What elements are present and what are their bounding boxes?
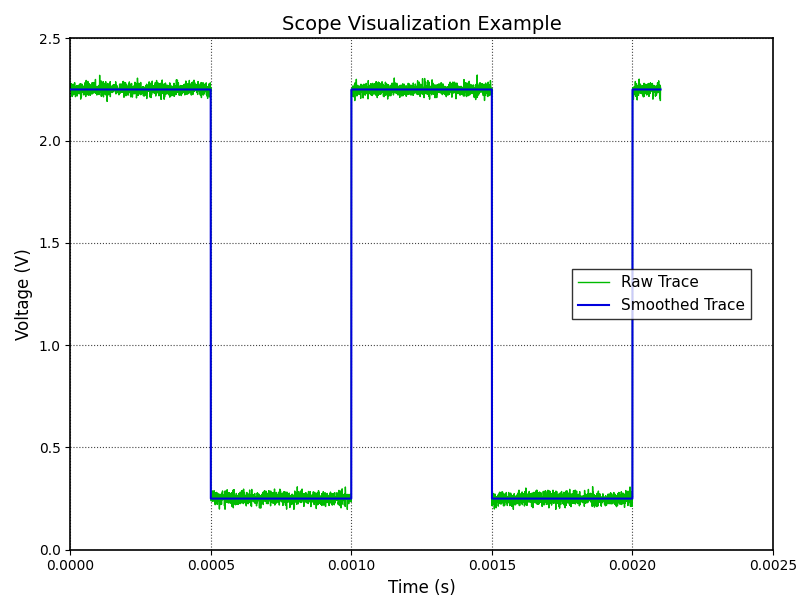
Smoothed Trace [128,86,138,93]
Legend: Raw Trace, Smoothed Trace: Raw Trace, Smoothed Trace [572,269,750,319]
Raw Trace [597,497,607,504]
Raw Trace [444,82,454,89]
Smoothed Trace [66,86,75,93]
X-axis label: Time (s): Time (s) [388,579,455,597]
Y-axis label: Voltage (V): Voltage (V) [15,248,33,340]
Raw Trace [66,84,75,91]
Raw Trace [654,84,664,91]
Smoothed Trace [318,495,328,502]
Smoothed Trace [597,495,607,502]
Raw Trace [128,90,138,97]
Raw Trace [294,498,304,505]
Line: Smoothed Trace: Smoothed Trace [71,89,659,499]
Smoothed Trace [654,86,664,93]
Line: Raw Trace: Raw Trace [71,75,659,509]
Title: Scope Visualization Example: Scope Visualization Example [281,15,560,34]
Smoothed Trace [294,495,304,502]
Raw Trace [318,498,328,505]
Smoothed Trace [444,86,454,93]
Smoothed Trace [206,495,216,502]
Raw Trace [519,499,529,507]
Raw Trace [472,72,482,79]
Raw Trace [342,506,352,513]
Smoothed Trace [519,495,529,502]
